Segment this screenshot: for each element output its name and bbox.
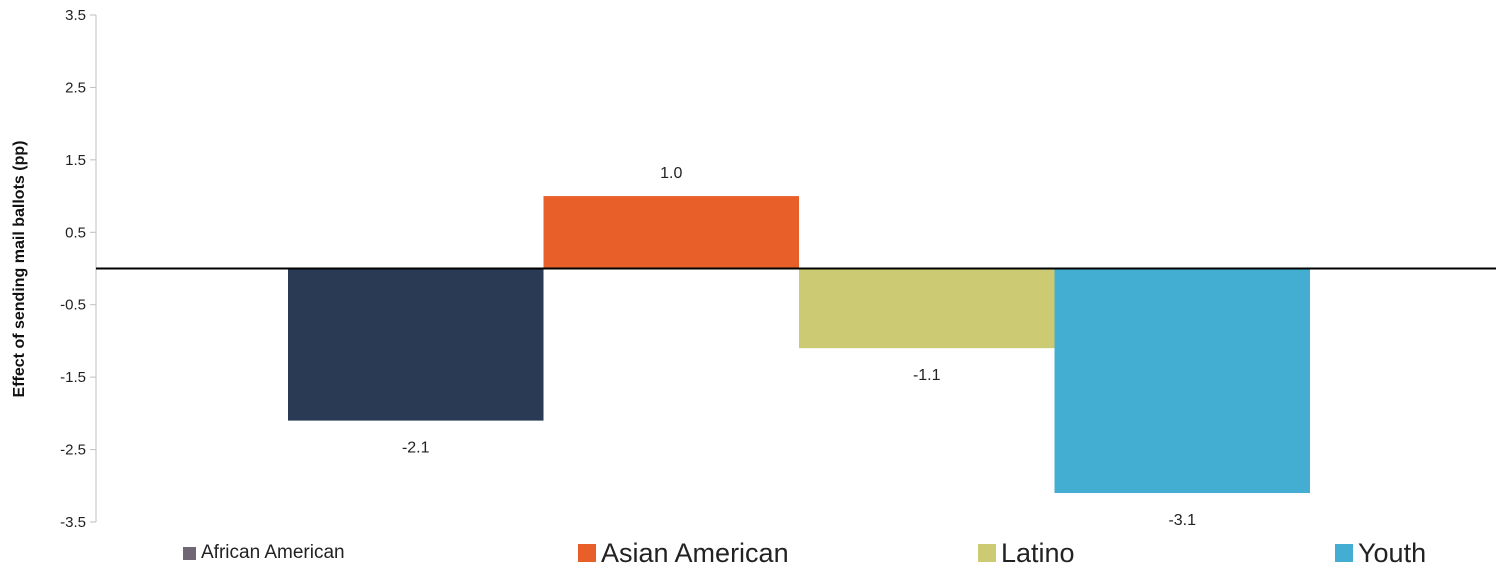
legend: African American Asian American Latino Yout… [0,537,1496,569]
data-label: 1.0 [660,165,682,182]
y-tick-label: -3.5 [60,514,86,531]
y-axis: 3.5 2.5 1.5 0.5 -0.5 -1.5 -2.5 -3.5 [60,7,97,531]
y-axis-label: Effect of sending mail ballots (pp) [11,141,28,398]
legend-label: Asian American [601,537,789,568]
y-tick-label: -1.5 [60,369,86,386]
legend-label: Latino [1001,537,1075,568]
y-tick-label: -0.5 [60,297,86,314]
y-tick-label: -2.5 [60,442,86,459]
legend-item-african-american: African American [183,537,345,569]
y-tick-label: 0.5 [65,224,86,241]
legend-swatch [978,544,996,562]
legend-label: African American [201,542,345,563]
legend-label: Youth [1358,537,1427,568]
legend-item-latino: Latino [978,537,1075,569]
bar-youth [1054,268,1310,494]
data-label: -2.1 [402,440,430,457]
legend-item-asian-american: Asian American [578,537,789,569]
y-tick-label: 1.5 [65,152,86,169]
bar-latino [799,268,1055,349]
data-label: -1.1 [913,367,941,384]
data-labels: -2.1 1.0 -1.1 -3.1 [402,165,1196,529]
bar-asian-american [543,196,799,269]
y-tick-label: 2.5 [65,79,86,96]
bars [288,196,1310,494]
legend-swatch [1335,544,1353,562]
data-label: -3.1 [1168,512,1196,529]
legend-swatch [578,544,596,562]
legend-item-youth: Youth [1335,537,1426,569]
bar-african-american [288,268,544,421]
y-tick-label: 3.5 [65,7,86,24]
legend-swatch [183,546,196,560]
